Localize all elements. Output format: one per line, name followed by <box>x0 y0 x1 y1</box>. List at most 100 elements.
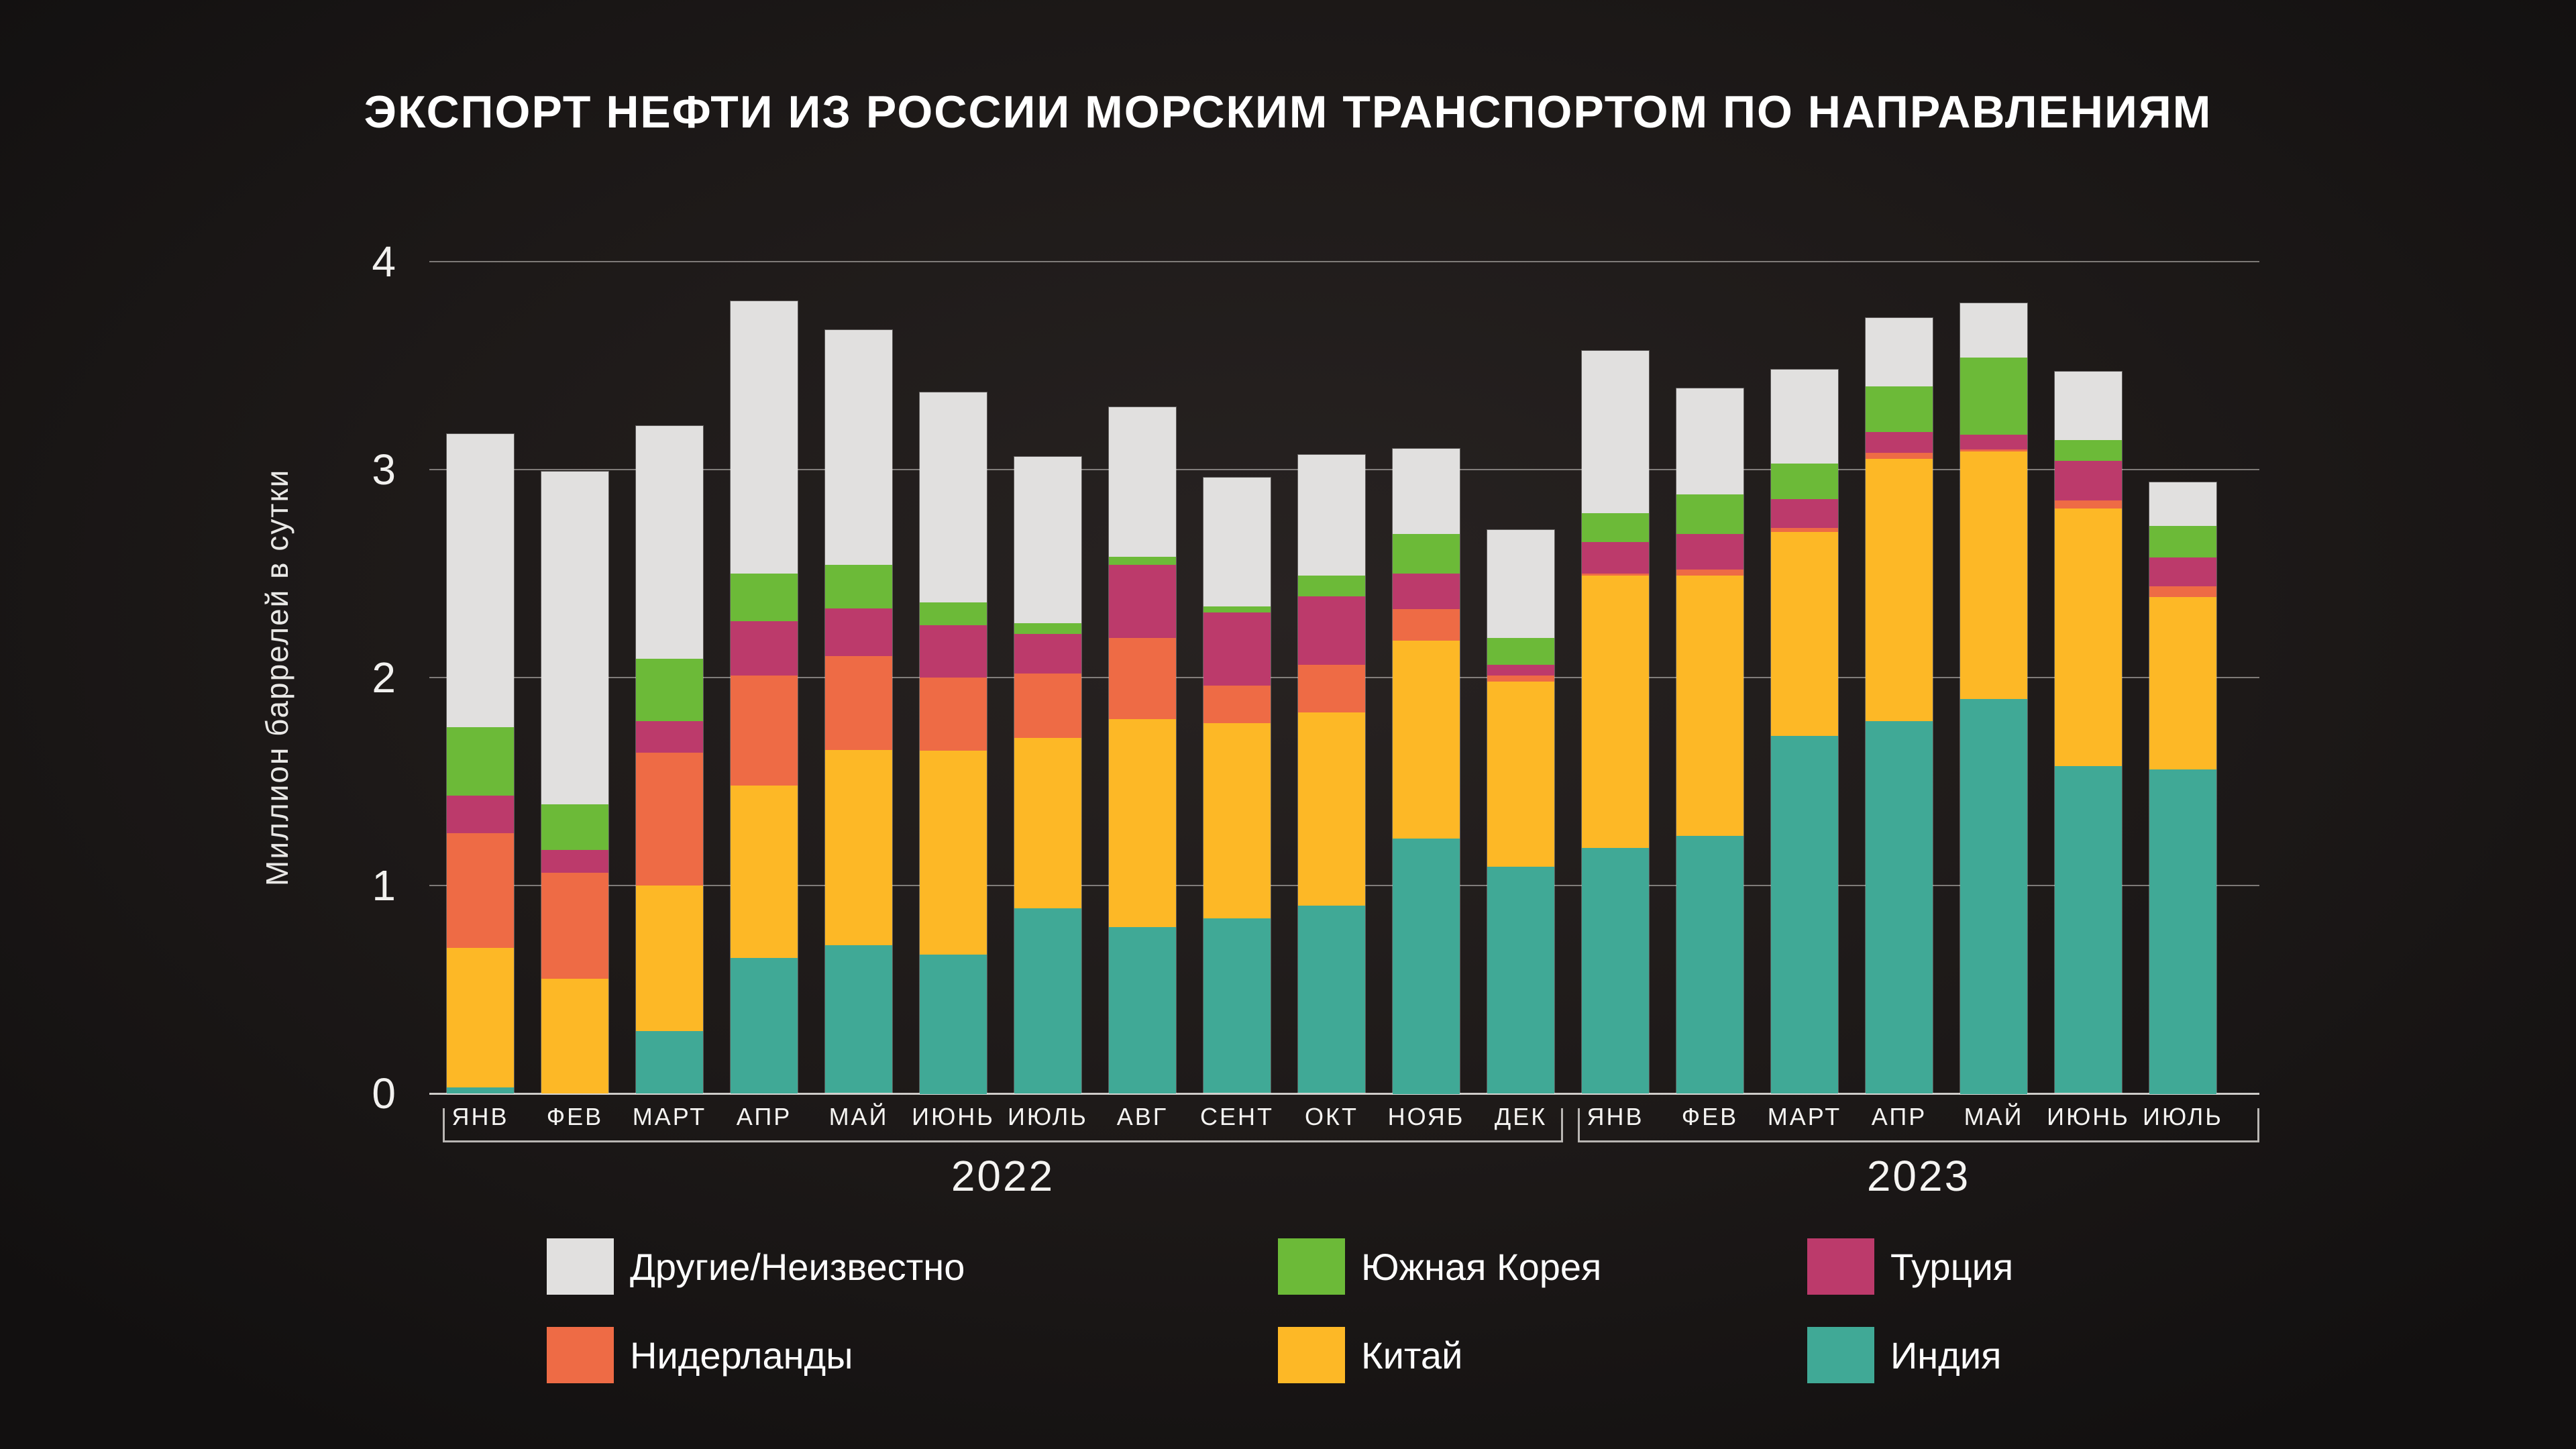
bar-segment-turkey <box>1203 612 1271 686</box>
bar-segment-others <box>1676 388 1743 494</box>
x-tick-label-0-апр: АПР <box>736 1103 792 1130</box>
bar-segment-south-korea <box>1866 386 1933 432</box>
bar-month-15 <box>1865 317 1933 1094</box>
x-axis-baseline <box>429 1093 2259 1095</box>
y-tick-label-1: 1 <box>372 861 396 910</box>
bar-month-7 <box>1108 407 1177 1094</box>
bar-segment-south-korea <box>1960 358 2027 435</box>
bar-segment-netherlands <box>1960 449 2027 451</box>
bar-segment-india <box>2055 766 2122 1093</box>
legend-label-turkey: Турция <box>1890 1245 2014 1288</box>
bar-month-12 <box>1581 350 1650 1094</box>
bar-segment-netherlands <box>825 656 892 750</box>
legend-swatch-netherlands <box>547 1327 614 1383</box>
bar-segment-china <box>447 948 514 1087</box>
legend-item-netherlands: Нидерланды <box>547 1327 853 1383</box>
x-tick-label-0-июль: ИЮЛЬ <box>1008 1103 1088 1130</box>
legend-label-china: Китай <box>1361 1334 1463 1377</box>
bar-segment-netherlands <box>1393 609 1460 641</box>
bar-month-18 <box>2149 482 2217 1095</box>
bar-segment-turkey <box>447 796 514 833</box>
bar-segment-turkey <box>1109 565 1176 638</box>
bar-month-5 <box>919 392 987 1095</box>
bar-segment-south-korea <box>1393 534 1460 574</box>
legend-item-turkey: Турция <box>1807 1238 2013 1295</box>
bar-month-0 <box>446 433 515 1094</box>
legend-swatch-india <box>1807 1327 1874 1383</box>
bar-segment-others <box>1014 457 1081 623</box>
bar-segment-south-korea <box>541 804 608 850</box>
bar-segment-south-korea <box>636 659 703 721</box>
x-tick-label-1-июль: ИЮЛЬ <box>2143 1103 2223 1130</box>
bar-segment-netherlands <box>920 678 987 751</box>
x-tick-label-1-март: МАРТ <box>1767 1103 1842 1130</box>
bar-segment-china <box>1866 459 1933 721</box>
year-label-2023: 2023 <box>1866 1152 1971 1200</box>
bar-segment-others <box>2149 482 2216 526</box>
bar-month-1 <box>541 471 609 1094</box>
bar-segment-india <box>1866 721 1933 1093</box>
bar-segment-south-korea <box>1109 557 1176 565</box>
bar-segment-india <box>1487 867 1554 1093</box>
legend-swatch-south-korea <box>1278 1238 1345 1295</box>
legend-item-india: Индия <box>1807 1327 2001 1383</box>
bar-month-8 <box>1203 477 1271 1093</box>
bar-segment-china <box>636 885 703 1031</box>
bar-segment-china <box>2149 597 2216 769</box>
bar-month-6 <box>1014 456 1082 1094</box>
bar-segment-south-korea <box>1771 464 1838 499</box>
bar-segment-china <box>1771 532 1838 736</box>
bar-segment-india <box>731 958 798 1093</box>
x-tick-label-0-окт: ОКТ <box>1305 1103 1358 1130</box>
bar-segment-south-korea <box>825 565 892 608</box>
bar-segment-netherlands <box>1109 638 1176 719</box>
bar-segment-others <box>825 330 892 565</box>
x-tick-label-1-июнь: ИЮНЬ <box>2047 1103 2130 1130</box>
bar-segment-netherlands <box>1298 665 1365 712</box>
bar-segment-south-korea <box>1298 576 1365 596</box>
bar-segment-netherlands <box>541 873 608 979</box>
bar-segment-netherlands <box>1771 528 1838 532</box>
bar-segment-india <box>1014 908 1081 1093</box>
bar-segment-india <box>447 1087 514 1093</box>
legend-label-south-korea: Южная Корея <box>1361 1245 1602 1288</box>
bar-segment-turkey <box>1582 542 1649 574</box>
bar-segment-india <box>1676 836 1743 1093</box>
bar-segment-others <box>1203 478 1271 606</box>
x-tick-label-0-фев: ФЕВ <box>546 1103 604 1130</box>
chart-title: ЭКСПОРТ НЕФТИ ИЗ РОССИИ МОРСКИМ ТРАНСПОР… <box>364 87 2212 138</box>
x-tick-label-1-апр: АПР <box>1871 1103 1927 1130</box>
bar-segment-china <box>541 979 608 1093</box>
bar-segment-others <box>2055 372 2122 440</box>
bar-segment-india <box>1203 918 1271 1093</box>
bar-segment-turkey <box>731 621 798 676</box>
bar-segment-china <box>1960 451 2027 699</box>
bar-segment-turkey <box>825 608 892 656</box>
x-tick-label-0-янв: ЯНВ <box>451 1103 509 1130</box>
bar-segment-india <box>1109 927 1176 1093</box>
bar-segment-netherlands <box>1014 674 1081 738</box>
legend-label-others: Другие/Неизвестно <box>630 1245 965 1288</box>
year-bracket-tick-2023-left <box>1578 1108 1580 1142</box>
x-tick-label-0-нояб: НОЯБ <box>1387 1103 1465 1130</box>
bar-month-9 <box>1297 454 1366 1093</box>
bar-month-17 <box>2054 371 2123 1093</box>
bar-segment-turkey <box>541 850 608 873</box>
bar-segment-others <box>1298 455 1365 576</box>
bar-segment-india <box>825 945 892 1093</box>
bar-month-3 <box>730 301 798 1094</box>
bar-segment-south-korea <box>1014 623 1081 634</box>
legend-label-netherlands: Нидерланды <box>630 1334 853 1377</box>
bar-segment-turkey <box>920 625 987 678</box>
bar-segment-south-korea <box>1487 638 1554 665</box>
legend-swatch-others <box>547 1238 614 1295</box>
bar-segment-turkey <box>2055 461 2122 500</box>
year-label-2022: 2022 <box>951 1152 1055 1200</box>
bar-segment-india <box>1393 839 1460 1094</box>
bar-segment-others <box>731 301 798 574</box>
bar-segment-netherlands <box>1582 574 1649 576</box>
bar-segment-china <box>1298 712 1365 906</box>
bar-segment-india <box>2149 769 2216 1094</box>
bar-segment-others <box>1960 303 2027 358</box>
